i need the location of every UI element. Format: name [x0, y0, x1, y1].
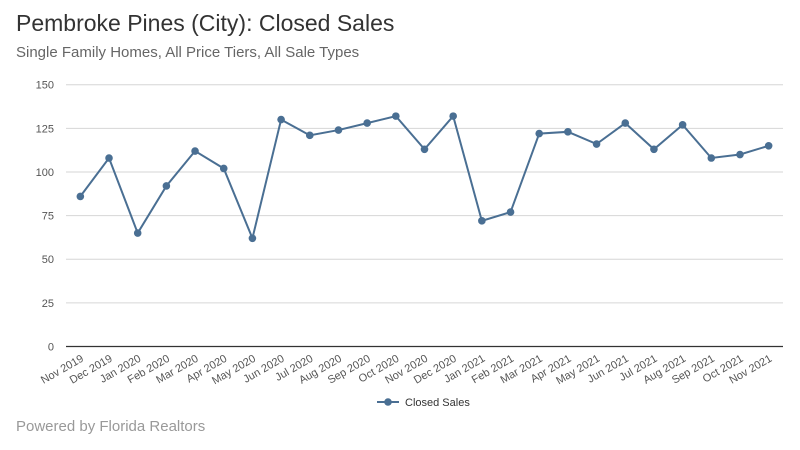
data-point [277, 115, 285, 124]
data-point [564, 128, 572, 136]
data-point [219, 164, 228, 173]
series-line [79, 114, 769, 242]
data-point [449, 112, 457, 120]
data-point [191, 147, 199, 155]
data-point [76, 192, 85, 201]
data-point [707, 154, 716, 162]
y-tick-label: 25 [42, 298, 54, 310]
data-point [248, 234, 257, 243]
data-point [621, 119, 630, 127]
chart-subtitle: Single Family Homes, All Price Tiers, Al… [16, 44, 360, 61]
data-point [535, 129, 544, 138]
y-tick-label: 0 [48, 342, 54, 354]
data-point [764, 141, 773, 150]
data-point [133, 229, 142, 237]
data-point [420, 145, 429, 154]
data-point [363, 119, 371, 127]
powered-by-credit: Powered by Florida Realtors [16, 418, 206, 435]
data-point [392, 112, 400, 120]
y-tick-label: 50 [42, 254, 54, 266]
y-tick-label: 100 [36, 167, 54, 179]
data-point [334, 126, 343, 134]
data-point [162, 182, 171, 190]
data-point [650, 145, 658, 154]
data-point [305, 131, 314, 140]
y-tick-label: 125 [36, 123, 54, 135]
y-tick-label: 75 [42, 211, 54, 223]
data-point [736, 150, 744, 159]
data-point [478, 217, 486, 225]
chart-title: Pembroke Pines (City): Closed Sales [16, 10, 395, 36]
data-point [592, 140, 601, 148]
legend-label: Closed Sales [405, 397, 470, 409]
data-point [678, 121, 687, 129]
data-point [506, 208, 515, 216]
y-tick-label: 150 [36, 80, 54, 92]
data-point [105, 154, 113, 162]
legend-marker-icon [384, 398, 392, 406]
